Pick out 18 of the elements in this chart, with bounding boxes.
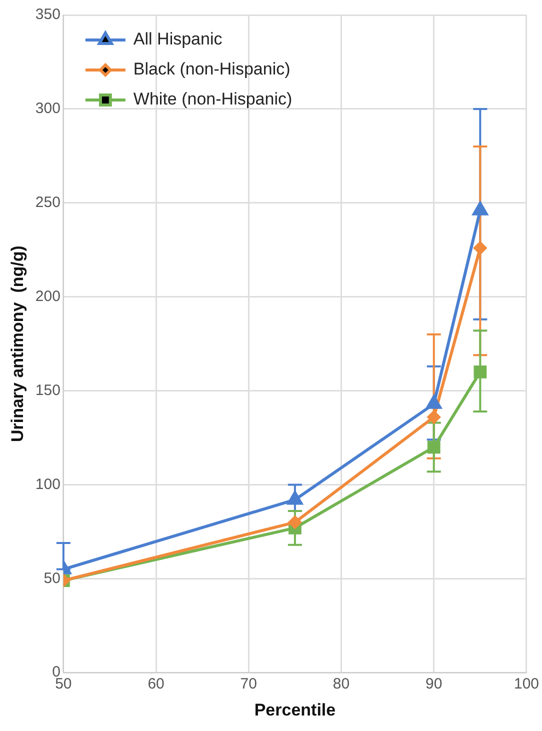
x-axis-title: Percentile bbox=[254, 700, 336, 720]
x-tick-label: 70 bbox=[240, 676, 257, 693]
x-tick-label: 90 bbox=[426, 676, 442, 693]
y-tick-label: 250 bbox=[35, 194, 60, 212]
y-tick-label: 50 bbox=[44, 570, 60, 587]
y-tick-label: 100 bbox=[35, 476, 60, 493]
x-tick-label: 60 bbox=[148, 676, 164, 693]
y-tick-label: 150 bbox=[35, 382, 60, 399]
y-tick-label: 300 bbox=[35, 100, 60, 118]
legend-label: Black (non-Hispanic) bbox=[133, 60, 290, 79]
y-tick-label: 350 bbox=[35, 6, 60, 24]
y-axis-title: Urinary antimony (ng/g) bbox=[8, 246, 27, 442]
x-tick-label: 50 bbox=[55, 676, 72, 693]
x-tick-label: 100 bbox=[514, 676, 539, 693]
legend-label: White (non-Hispanic) bbox=[133, 90, 292, 109]
legend-label: All Hispanic bbox=[133, 30, 223, 49]
x-tick-label: 80 bbox=[332, 676, 350, 693]
y-tick-label: 200 bbox=[35, 288, 60, 305]
